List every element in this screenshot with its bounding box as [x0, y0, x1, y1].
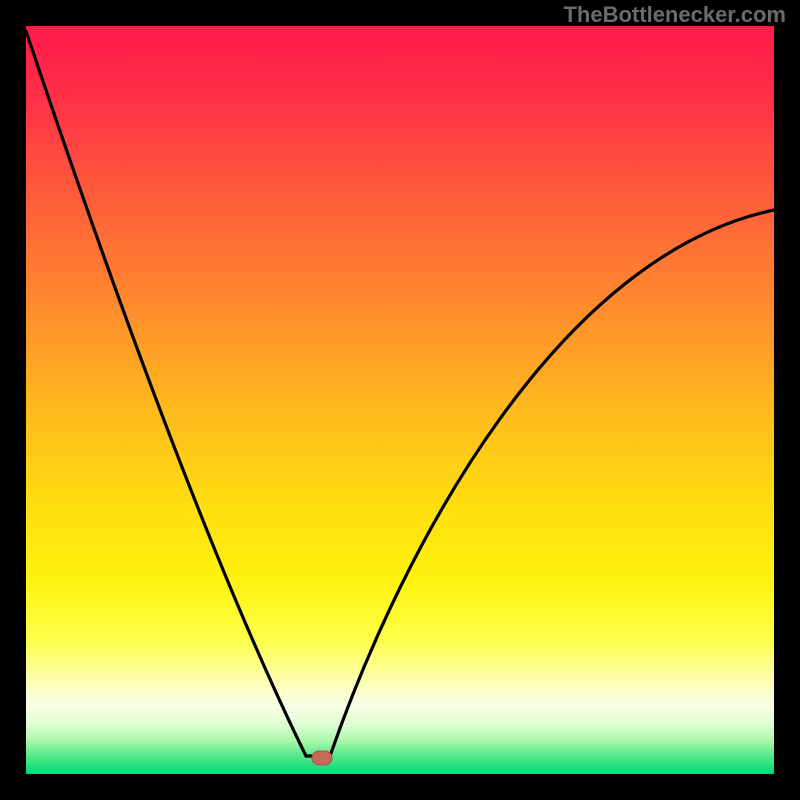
plot-background	[26, 26, 774, 774]
optimal-marker	[312, 751, 332, 765]
watermark-text: TheBottlenecker.com	[563, 2, 786, 28]
bottleneck-chart	[0, 0, 800, 800]
